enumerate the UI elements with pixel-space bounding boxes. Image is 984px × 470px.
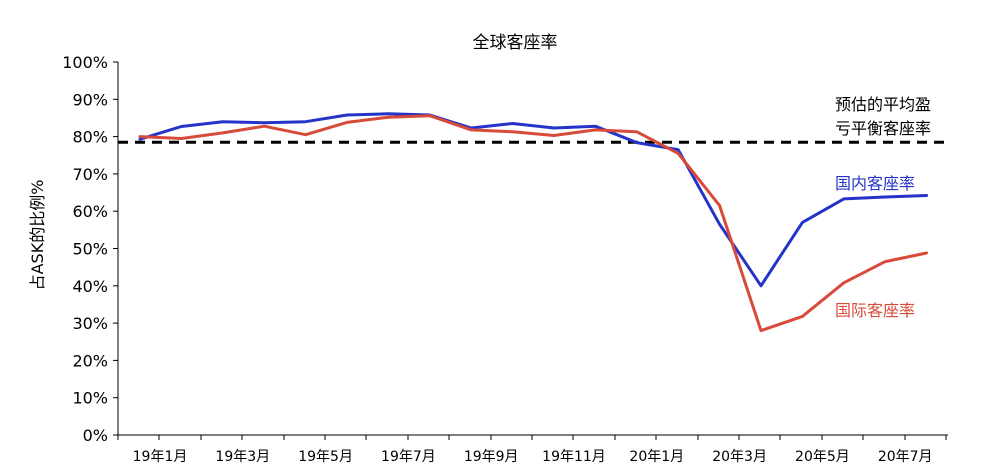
- chart-title: 全球客座率: [472, 33, 558, 53]
- x-tick-label: 20年1月: [629, 449, 684, 465]
- x-tick-label: 20年3月: [712, 449, 767, 465]
- x-tick-label: 19年5月: [298, 449, 353, 465]
- x-tick-label: 19年7月: [381, 449, 436, 465]
- chart-series: [138, 112, 929, 333]
- y-tick-label: 60%: [72, 202, 108, 221]
- x-tick-label: 20年7月: [878, 449, 933, 465]
- y-tick-label: 40%: [72, 277, 108, 296]
- y-tick-label: 0%: [83, 426, 108, 445]
- y-tick-label: 10%: [72, 389, 108, 408]
- international-load-factor-line: [138, 114, 929, 333]
- y-tick-label: 20%: [72, 351, 108, 370]
- x-tick-label: 19年11月: [542, 449, 606, 465]
- y-axis-label: 占ASK的比例%: [28, 179, 47, 291]
- chart-axes: 0% 10% 20% 30% 40% 50% 60% 70% 80% 90% 100% 19年1月 19…: [62, 53, 948, 465]
- y-tick-label: 70%: [72, 165, 108, 184]
- domestic-load-factor-line: [138, 112, 929, 288]
- x-tick-label: 19年9月: [464, 449, 519, 465]
- y-tick-label: 90%: [72, 90, 108, 109]
- x-tick-label: 19年1月: [133, 449, 188, 465]
- x-tick-label: 20年5月: [795, 449, 850, 465]
- y-tick-label: 50%: [72, 240, 108, 259]
- y-tick-label: 80%: [72, 128, 108, 147]
- y-tick-label: 30%: [72, 314, 108, 333]
- y-tick-label: 100%: [62, 53, 108, 72]
- series-label-international: 国际客座率: [835, 301, 916, 320]
- x-tick-label: 19年3月: [215, 449, 270, 465]
- breakeven-annotation: 预估的平均盈 亏平衡客座率: [835, 93, 931, 141]
- breakeven-label-line-1: 预估的平均盈: [835, 95, 932, 114]
- series-label-domestic: 国内客座率: [835, 174, 916, 193]
- breakeven-label-line-2: 亏平衡客座率: [835, 119, 932, 138]
